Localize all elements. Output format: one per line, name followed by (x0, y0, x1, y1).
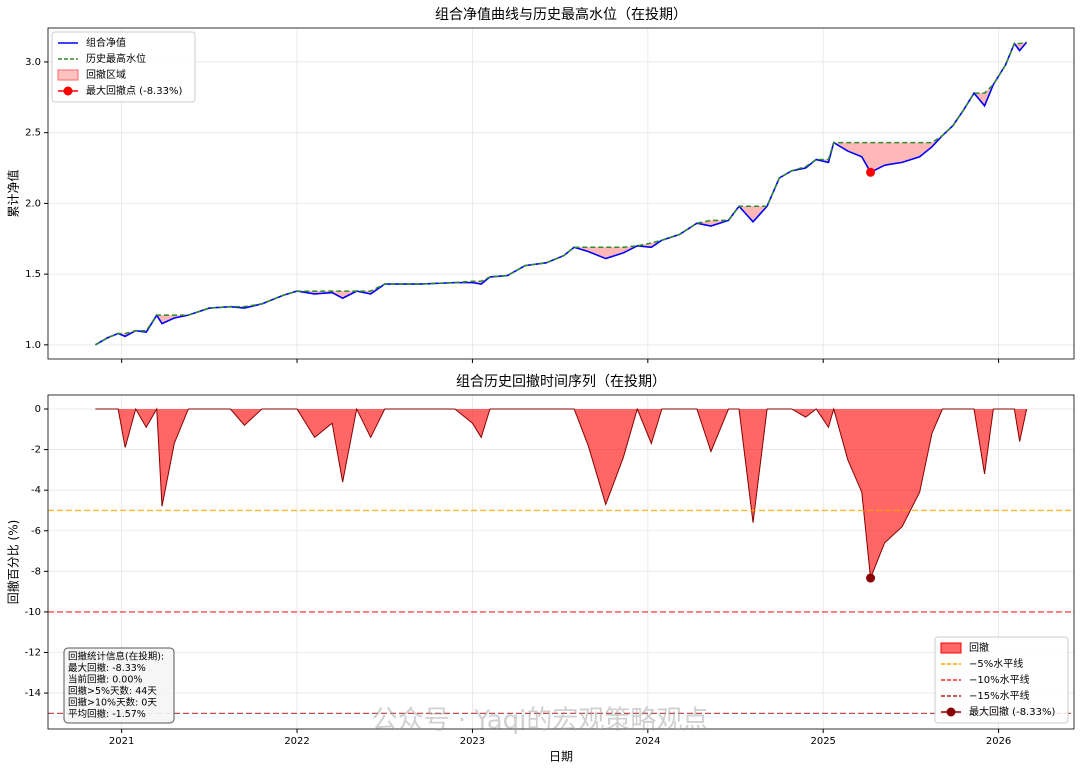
max-drawdown-point (866, 167, 876, 177)
x-tick-label: 2024 (635, 736, 660, 747)
y-tick-label: 1.5 (25, 269, 41, 280)
y-tick-label: -6 (31, 526, 41, 537)
stats-line: 当前回撤: 0.00% (68, 674, 142, 686)
y-tick-label: -14 (25, 688, 41, 699)
y-axis-label: 累计净值 (6, 169, 21, 217)
legend-label: 回撤区域 (86, 68, 126, 81)
stats-line: 平均回撤: -1.57% (68, 708, 146, 720)
legend-label: 回撤 (969, 641, 989, 654)
y-tick-label: 0 (35, 404, 41, 415)
legend-label: −5%水平线 (969, 657, 1023, 670)
legend-swatch (940, 642, 962, 654)
y-tick-label: 1.0 (25, 340, 41, 351)
drawdown-line (95, 407, 1028, 579)
legend-marker (63, 86, 73, 96)
plot-frame (47, 394, 1075, 730)
series-line (94, 41, 1028, 346)
watermark: 公众号 · Yaqi的宏观策略观点 (372, 706, 709, 736)
legend-box (934, 636, 1069, 724)
series-line (94, 41, 1027, 346)
stats-line: 最大回撤: -8.33% (68, 662, 146, 674)
stats-line: 回撤统计信息(在投期): (68, 651, 164, 663)
chart-title: 组合历史回撤时间序列（在投期） (456, 374, 666, 390)
chart-title: 组合净值曲线与历史最高水位（在投期） (435, 6, 687, 23)
y-tick-label: 3.0 (25, 57, 41, 68)
legend-label: 最大回撤点 (-8.33%) (86, 84, 182, 97)
y-axis-label: 回撤百分比 (%) (6, 520, 21, 605)
legend-label: 最大回撤 (-8.33%) (969, 705, 1055, 718)
legend-swatch (57, 69, 79, 81)
x-tick-label: 2021 (109, 736, 134, 747)
y-tick-label: -10 (25, 607, 41, 618)
x-axis-label: 日期 (549, 750, 573, 764)
stats-box (63, 647, 175, 724)
max-drawdown-point (866, 573, 876, 583)
legend-label: 历史最高水位 (86, 52, 146, 65)
drawdown-area (95, 409, 1027, 579)
stats-line: 回撤>10%天数: 0天 (68, 697, 157, 709)
y-tick-label: 2.0 (25, 198, 41, 209)
stats-line: 回撤>5%天数: 44天 (68, 685, 157, 697)
y-tick-label: -2 (31, 445, 41, 456)
y-tick-label: 2.5 (25, 128, 41, 139)
plot-frame (47, 27, 1075, 360)
drawdown-area (95, 42, 1027, 345)
legend-label: 组合净值 (86, 36, 126, 49)
y-tick-label: -4 (31, 485, 41, 496)
x-tick-label: 2023 (460, 736, 485, 747)
x-tick-label: 2022 (284, 736, 309, 747)
legend-label: −15%水平线 (969, 689, 1030, 702)
y-tick-label: -12 (25, 648, 41, 659)
legend-box (51, 31, 196, 103)
x-tick-label: 2026 (986, 736, 1011, 747)
legend-label: −10%水平线 (969, 673, 1030, 686)
y-tick-label: -8 (31, 566, 41, 577)
legend-marker (946, 707, 956, 717)
x-tick-label: 2025 (810, 736, 835, 747)
